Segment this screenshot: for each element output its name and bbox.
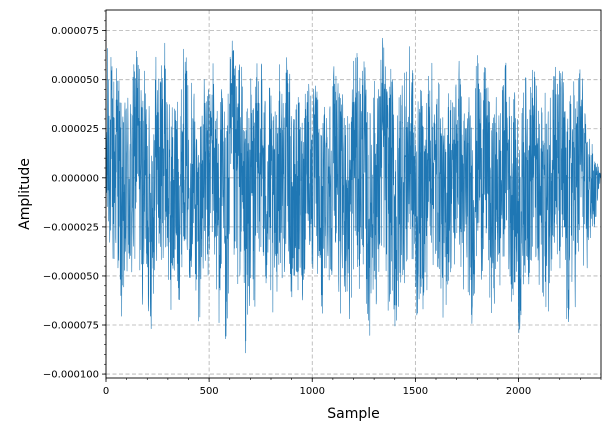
x-axis-label: Sample <box>327 406 380 422</box>
y-tick-label: −0.000100 <box>43 370 99 381</box>
x-tick-label: 1500 <box>403 386 428 397</box>
y-tick-label: −0.000025 <box>43 222 99 233</box>
axes: 0 500 1000 1500 2000 −0.000100 −0.000075 −0.000… <box>43 9 602 397</box>
x-tick-label: 500 <box>200 386 219 397</box>
y-axis-label: Amplitude <box>17 158 33 230</box>
y-tick-label: 0.000025 <box>51 124 99 135</box>
x-tick-label: 2000 <box>506 386 531 397</box>
waveform-line <box>105 37 602 354</box>
x-tick-label: 0 <box>103 386 109 397</box>
x-tick-label: 1000 <box>300 386 325 397</box>
y-tick-label: 0.000075 <box>51 26 99 37</box>
y-tick-label: 0.000050 <box>51 75 99 86</box>
series-layer <box>105 37 602 354</box>
y-tick-label: 0.000000 <box>51 173 99 184</box>
y-tick-label: −0.000075 <box>43 321 99 332</box>
y-tick-label: −0.000050 <box>43 271 99 282</box>
